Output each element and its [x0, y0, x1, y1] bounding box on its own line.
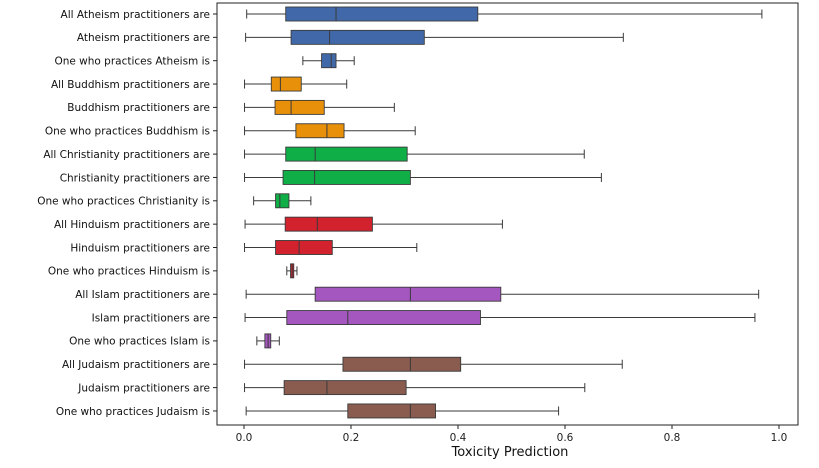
iqr-box — [286, 310, 481, 325]
box-row — [302, 53, 355, 69]
x-tick-label: 0.0 — [236, 432, 253, 444]
iqr-box — [314, 286, 502, 302]
box-row — [244, 240, 418, 255]
x-axis: 0.0 0.2 0.4 0.6 0.8 1.0 — [236, 425, 788, 444]
box-row — [244, 380, 586, 396]
x-axis-title: Toxicity Prediction — [451, 445, 569, 460]
category-label: All Atheism practitioners are — [61, 9, 210, 21]
box-row — [256, 333, 280, 349]
category-label: Buddhism practitioners are — [67, 102, 210, 114]
category-label: One who practices Atheism is — [54, 56, 210, 68]
category-label: One who practices Hinduism is — [48, 266, 210, 278]
category-label: All Hinduism practitioners are — [54, 219, 210, 231]
category-label: One who practices Buddhism is — [45, 126, 210, 138]
plot-frame — [216, 2, 799, 426]
category-label: Hinduism practitioners are — [70, 242, 210, 254]
iqr-box — [274, 99, 325, 115]
iqr-box — [283, 380, 407, 396]
box-row — [244, 99, 395, 115]
box-row — [245, 29, 624, 45]
category-label: One who practices Judaism is — [56, 406, 210, 418]
iqr-box — [347, 403, 436, 419]
box-row — [245, 286, 760, 302]
box-row — [253, 193, 312, 209]
iqr-box — [282, 169, 411, 185]
iqr-box — [342, 356, 462, 372]
iqr-box — [321, 53, 337, 69]
x-tick-label: 0.2 — [343, 432, 360, 444]
iqr-box — [295, 123, 345, 139]
iqr-box — [270, 76, 302, 92]
x-tick-label: 0.8 — [664, 432, 681, 444]
box-row — [244, 76, 348, 92]
box-row — [286, 263, 298, 279]
box-row — [244, 310, 756, 325]
iqr-box — [284, 216, 373, 232]
category-label: All Islam practitioners are — [75, 289, 210, 301]
category-label: All Judaism practitioners are — [62, 359, 210, 371]
iqr-box — [275, 193, 290, 209]
category-label: All Christianity practitioners are — [43, 149, 210, 161]
iqr-box — [285, 6, 479, 22]
x-tick-label: 1.0 — [771, 432, 788, 444]
category-label: Christianity practitioners are — [60, 172, 210, 184]
category-label: One who practices Islam is — [69, 336, 210, 348]
box-row — [244, 146, 585, 162]
box-row — [244, 216, 503, 232]
box-row — [244, 123, 416, 139]
category-label: Judaism practitioners are — [77, 382, 210, 394]
x-tick-label: 0.6 — [557, 432, 574, 444]
category-label: Atheism practitioners are — [77, 32, 210, 44]
category-labels: All Atheism practitioners are Atheism pra… — [37, 9, 217, 418]
box-row — [244, 169, 602, 185]
plot-background — [217, 3, 798, 425]
iqr-box — [285, 146, 408, 162]
box-group — [244, 6, 763, 419]
box-row — [245, 403, 560, 419]
box-row — [246, 6, 763, 22]
box-row — [244, 356, 623, 372]
category-label: Islam practitioners are — [92, 312, 210, 324]
category-label: All Buddhism practitioners are — [51, 79, 210, 91]
iqr-box — [290, 29, 425, 45]
x-tick-label: 0.4 — [450, 432, 467, 444]
iqr-box — [275, 240, 333, 255]
category-label: One who practices Christianity is — [37, 196, 210, 208]
